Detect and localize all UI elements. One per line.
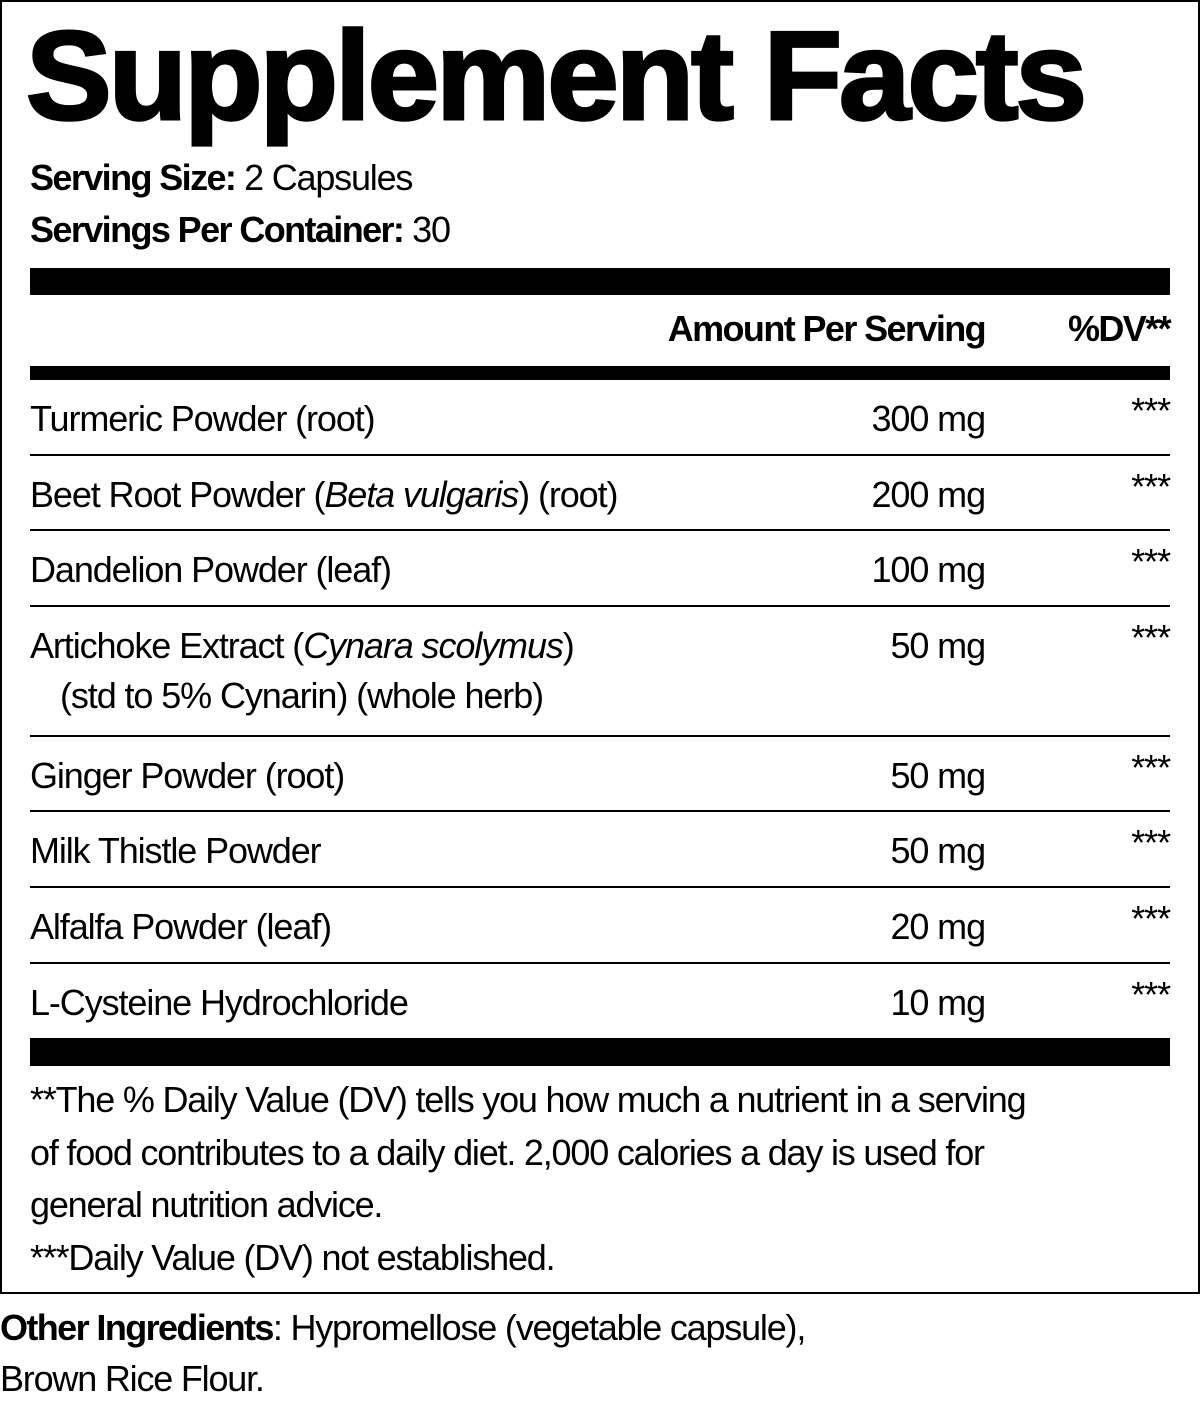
ingredient-row: Ginger Powder (root) 50 mg *** [30, 737, 1171, 812]
panel-title: Supplement Facts [24, 4, 1088, 147]
footnote-line: ***Daily Value (DV) not established. [30, 1236, 556, 1278]
divider-bar-header [30, 366, 1170, 380]
other-ingredients-label: Other Ingredients [0, 1307, 274, 1348]
divider-bar-top [30, 268, 1170, 295]
ingredient-dv: *** [1131, 974, 1171, 1015]
ingredient-name: Ginger Powder (root) [30, 755, 345, 796]
ingredient-name: Dandelion Powder (leaf) [30, 549, 392, 590]
ingredient-name: L-Cysteine Hydrochloride [30, 982, 409, 1023]
header-amount: Amount Per Serving [667, 308, 987, 349]
footnote-line: of food contributes to a daily diet. 2,0… [30, 1131, 985, 1173]
ingredient-row: Turmeric Powder (root) 300 mg *** [30, 380, 1171, 456]
servings-per-container-value: 30 [403, 209, 451, 250]
ingredient-row: Beet Root Powder (Beta vulgaris) (root) … [30, 456, 1171, 531]
servings-per-container: Servings Per Container: 30 [30, 209, 451, 250]
footnote-line: **The % Daily Value (DV) tells you how m… [30, 1079, 1027, 1120]
ingredient-row: Milk Thistle Powder 50 mg *** [30, 812, 1171, 888]
header-dv: %DV** [1067, 308, 1172, 349]
ingredient-amount: 100 mg [871, 549, 987, 590]
ingredient-row: Artichoke Extract (Cynara scolymus) (std … [30, 607, 1171, 737]
ingredient-dv: *** [1131, 822, 1171, 863]
ingredient-name: Turmeric Powder (root) [30, 398, 376, 439]
other-ingredients: Other Ingredients: Hypromellose (vegetab… [0, 1302, 806, 1404]
ingredient-row: L-Cysteine Hydrochloride 10 mg *** [30, 964, 1171, 1038]
ingredient-row: Alfalfa Powder (leaf) 20 mg *** [30, 888, 1171, 964]
footnote-line: general nutrition advice. [30, 1184, 383, 1225]
ingredient-dv: *** [1131, 390, 1171, 431]
ingredient-name: Artichoke Extract (Cynara scolymus) (std … [30, 625, 575, 716]
ingredient-dv: *** [1131, 898, 1171, 939]
ingredient-amount: 10 mg [890, 982, 986, 1023]
other-ingredients-text: Brown Rice Flour. [0, 1358, 265, 1399]
supplement-facts-panel [0, 0, 1200, 1294]
serving-size-label: Serving Size: [30, 157, 237, 198]
serving-size-value: 2 Capsules [235, 157, 413, 198]
ingredient-amount: 200 mg [871, 474, 987, 515]
serving-size: Serving Size: 2 Capsules [30, 157, 413, 198]
ingredient-amount: 50 mg [890, 625, 986, 666]
ingredient-amount: 50 mg [890, 830, 986, 871]
divider-bar-bottom [30, 1038, 1170, 1066]
ingredient-amount: 20 mg [890, 906, 986, 947]
ingredient-amount: 50 mg [890, 755, 986, 796]
ingredient-dv: *** [1131, 747, 1171, 788]
ingredient-dv: *** [1131, 617, 1171, 658]
ingredient-amount: 300 mg [871, 398, 987, 439]
other-ingredients-text: : Hypromellose (vegetable capsule), [272, 1307, 806, 1348]
footnotes: **The % Daily Value (DV) tells you how m… [30, 1074, 1027, 1284]
ingredient-dv: *** [1131, 466, 1171, 507]
ingredient-name: Beet Root Powder (Beta vulgaris) (root) [30, 474, 618, 515]
ingredient-name: Milk Thistle Powder [30, 830, 322, 871]
ingredient-name: Alfalfa Powder (leaf) [30, 906, 332, 947]
servings-per-container-label: Servings Per Container: [30, 209, 405, 250]
ingredient-row: Dandelion Powder (leaf) 100 mg *** [30, 531, 1171, 607]
ingredient-dv: *** [1131, 541, 1171, 582]
